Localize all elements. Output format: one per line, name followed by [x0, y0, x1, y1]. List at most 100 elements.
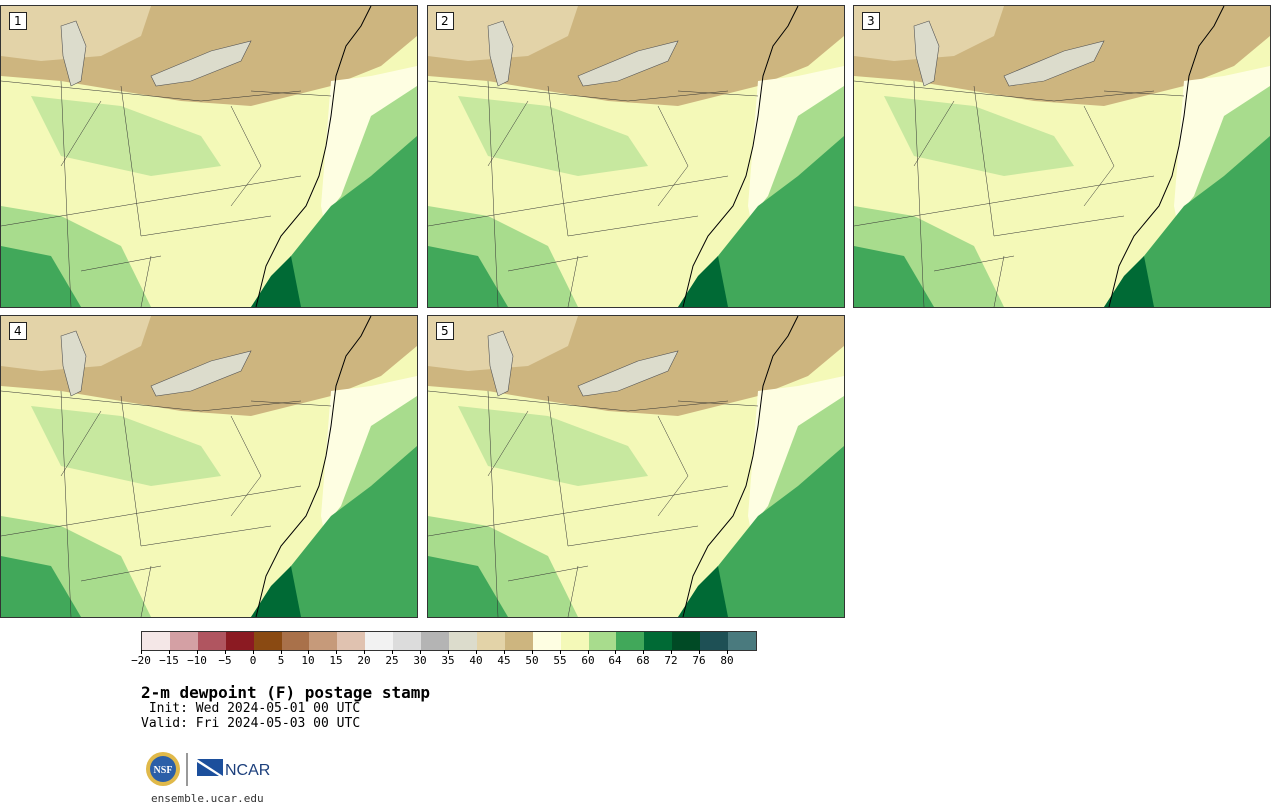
colorbar-tick-label: −20 [131, 654, 151, 667]
lake-michigan [487, 330, 514, 397]
colorbar-swatch [504, 632, 533, 650]
lake-erie [577, 40, 679, 87]
member-label: 4 [9, 322, 27, 340]
state-border [140, 255, 152, 307]
colorbar-tick-label: 10 [301, 654, 315, 667]
state-border [487, 80, 499, 307]
colorbar-tick [364, 650, 365, 654]
state-border [487, 390, 499, 617]
dewpoint-map [1, 316, 417, 617]
coastline [682, 316, 799, 617]
colorbar-tick-label: 20 [357, 654, 371, 667]
state-border [507, 255, 589, 272]
colorbar-tick-label: 25 [385, 654, 399, 667]
state-border [1103, 90, 1185, 97]
state-border [677, 400, 759, 407]
colorbar-swatch [700, 632, 729, 650]
postage-stamp-2: 2 [427, 5, 845, 308]
colorbar-tick-label: 30 [413, 654, 427, 667]
state-border [627, 90, 729, 102]
state-border [567, 525, 699, 547]
colorbar-swatch [142, 632, 170, 650]
ncar-logo-text: NCAR [225, 762, 270, 779]
humid-region [678, 566, 728, 617]
colorbar-swatch [421, 632, 449, 650]
member-label: 3 [862, 12, 880, 30]
state-border [677, 90, 759, 97]
postage-stamp-1: 1 [0, 5, 418, 308]
colorbar-tick-label: 80 [720, 654, 734, 667]
colorbar-tick-label: 76 [692, 654, 706, 667]
state-border [250, 400, 332, 407]
colorbar-tick [448, 650, 449, 654]
valid-time: Valid: Fri 2024-05-03 00 UTC [141, 716, 361, 731]
state-border [1083, 105, 1115, 207]
state-border [933, 255, 1015, 272]
state-border [567, 255, 579, 307]
humid-region [251, 566, 301, 617]
coastline [682, 6, 799, 307]
lake-michigan [487, 20, 514, 87]
state-border [487, 100, 529, 167]
colorbar-tick [671, 650, 672, 654]
state-border [567, 565, 579, 617]
dewpoint-map [428, 6, 844, 307]
nsf-logo-text: NSF [154, 765, 173, 776]
coastline [255, 316, 372, 617]
postage-stamp-4: 4 [0, 315, 418, 618]
lake-michigan [60, 20, 87, 87]
colorbar-tick [532, 650, 533, 654]
colorbar-swatch [588, 632, 617, 650]
colorbar-tick [225, 650, 226, 654]
colorbar-tick-label: −10 [187, 654, 207, 667]
state-border [854, 80, 1055, 102]
dewpoint-map [1, 6, 417, 307]
colorbar-tick-label: 5 [277, 654, 285, 667]
state-border [854, 175, 1155, 227]
colorbar-tick [504, 650, 505, 654]
lake-erie [150, 350, 252, 397]
colorbar-swatch [560, 632, 589, 650]
state-border [913, 80, 925, 307]
humid-region [1, 246, 81, 307]
colorbar-swatch [281, 632, 310, 650]
colorbar-tick [560, 650, 561, 654]
colorbar-tick [141, 650, 142, 654]
state-border [567, 215, 699, 237]
humid-region [251, 256, 301, 307]
nsf-logo-icon: NSF [146, 752, 180, 786]
state-border [657, 105, 689, 207]
colorbar-tick-label: 50 [525, 654, 539, 667]
state-border [547, 395, 569, 547]
humid-region [31, 96, 221, 176]
state-border [428, 80, 629, 102]
colorbar-swatch [337, 632, 366, 650]
colorbar-tick-label: 35 [441, 654, 455, 667]
colorbar-swatch [225, 632, 254, 650]
state-border [1053, 90, 1155, 102]
state-border [1, 80, 202, 102]
colorbar-swatch [253, 632, 282, 650]
colorbar-tick [197, 650, 198, 654]
colorbar-tick [643, 650, 644, 654]
colorbar-tick-label: 68 [636, 654, 650, 667]
state-border [60, 100, 102, 167]
colorbar-swatch [532, 632, 561, 650]
state-border [230, 415, 262, 517]
state-border [1, 390, 202, 412]
humid-region [1, 556, 81, 617]
coastline [1108, 6, 1225, 307]
state-border [487, 410, 529, 477]
colorbar-tick [727, 650, 728, 654]
humid-region [678, 256, 728, 307]
colorbar-tick-label: 15 [329, 654, 343, 667]
state-border [428, 175, 729, 227]
member-label: 5 [436, 322, 454, 340]
member-label: 2 [436, 12, 454, 30]
colorbar-swatch [448, 632, 477, 650]
state-border [140, 215, 272, 237]
colorbar-tick [281, 650, 282, 654]
state-border [200, 90, 302, 102]
logos: NSF NCAR [145, 750, 275, 790]
dewpoint-map [854, 6, 1270, 307]
